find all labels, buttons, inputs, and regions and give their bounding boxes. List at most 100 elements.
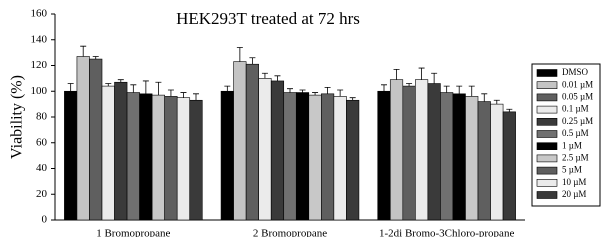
- error-bar: [80, 45, 87, 57]
- y-tick-label: 160: [31, 8, 48, 20]
- legend-swatch: [536, 81, 558, 89]
- legend-label: 20 µM: [562, 189, 586, 199]
- error-bar: [180, 92, 187, 98]
- legend-swatch: [536, 191, 558, 199]
- bar: [89, 58, 103, 221]
- error-bar: [393, 68, 400, 80]
- y-tick-label: 20: [36, 188, 48, 200]
- bar: [490, 103, 504, 221]
- bar: [64, 90, 78, 221]
- error-bar: [249, 57, 256, 65]
- bar: [76, 56, 90, 221]
- x-tick-label: 2 Bromopropane: [253, 228, 327, 237]
- error-bar: [236, 47, 243, 62]
- bar: [477, 101, 491, 221]
- error-bar: [287, 88, 293, 93]
- bar: [427, 83, 441, 221]
- bar: [465, 96, 479, 221]
- y-tick-label: 100: [31, 85, 48, 97]
- legend-swatch: [536, 69, 558, 77]
- legend-label: 0.25 µM: [562, 116, 593, 126]
- legend-label: 2.5 µM: [562, 152, 589, 162]
- error-bar: [406, 83, 413, 87]
- error-bar: [224, 85, 231, 92]
- bar: [452, 93, 466, 221]
- error-bar: [456, 85, 463, 94]
- y-axis-label: Viability (%): [9, 75, 26, 159]
- bar: [101, 85, 115, 221]
- bar: [164, 96, 178, 221]
- legend-swatch: [536, 130, 558, 138]
- legend-label: 0.05 µM: [562, 91, 593, 101]
- error-bar: [261, 72, 268, 79]
- bar: [308, 94, 322, 221]
- bar: [415, 79, 429, 221]
- error-bar: [167, 89, 174, 97]
- x-tick-label: 1 Bromopropane: [96, 228, 170, 237]
- bar: [502, 111, 516, 221]
- error-bar: [481, 93, 488, 102]
- y-tick-label: 140: [31, 33, 48, 45]
- legend-swatch: [536, 142, 558, 150]
- error-bar: [506, 108, 513, 112]
- bar: [220, 90, 234, 221]
- error-bar: [130, 84, 137, 93]
- bar: [126, 92, 140, 221]
- error-bar: [349, 97, 356, 101]
- legend-swatch: [536, 118, 558, 126]
- error-bar: [418, 67, 425, 80]
- bar: [321, 93, 335, 221]
- error-bar: [431, 72, 438, 84]
- legend-swatch: [536, 105, 558, 114]
- legend-swatch: [536, 93, 558, 102]
- bar: [346, 99, 360, 221]
- error-bar: [92, 56, 99, 60]
- bar: [189, 99, 203, 221]
- legend-label: 0.1 µM: [562, 104, 589, 114]
- bar: [402, 85, 416, 221]
- bar: [114, 81, 128, 221]
- legend-label: 10 µM: [562, 177, 586, 187]
- bar: [440, 92, 454, 221]
- bar: [139, 93, 153, 221]
- error-bar: [299, 89, 306, 93]
- legend-label: 1 µM: [562, 140, 582, 150]
- legend-swatch: [536, 179, 558, 187]
- bar: [377, 90, 391, 221]
- chart-title: HEK293T treated at 72 hrs: [176, 9, 360, 28]
- error-bar: [468, 85, 475, 97]
- bar: [283, 92, 297, 221]
- legend-label: 5 µM: [562, 165, 582, 175]
- error-bar: [105, 83, 112, 87]
- legend-label: 0.01 µM: [562, 79, 593, 89]
- y-tick-label: 60: [36, 136, 48, 148]
- y-tick-label: 80: [36, 111, 48, 123]
- error-bar: [142, 80, 149, 94]
- error-bar: [155, 81, 162, 96]
- error-bar: [67, 83, 74, 92]
- y-tick-label: 40: [36, 162, 48, 174]
- bar: [270, 80, 285, 221]
- bar: [295, 92, 310, 221]
- bar: [151, 94, 165, 221]
- y-tick-label: 120: [31, 59, 48, 71]
- bar: [176, 97, 191, 221]
- error-bar: [193, 93, 199, 101]
- error-bar: [274, 75, 281, 81]
- error-bar: [117, 79, 124, 83]
- x-tick-label: 1-2di Bromo-3Chloro-propane: [379, 228, 514, 237]
- bar: [233, 61, 247, 221]
- error-bar: [493, 99, 500, 105]
- legend-label: 0.5 µM: [562, 128, 589, 138]
- bar: [389, 79, 404, 221]
- legend-swatch: [536, 166, 558, 175]
- bar: [245, 63, 259, 221]
- error-bar: [381, 84, 387, 92]
- error-bar: [312, 92, 319, 96]
- error-bar: [443, 85, 450, 93]
- error-bar: [324, 86, 331, 94]
- legend-swatch: [536, 154, 558, 163]
- y-tick-label: 0: [42, 214, 48, 226]
- error-bar: [337, 89, 344, 97]
